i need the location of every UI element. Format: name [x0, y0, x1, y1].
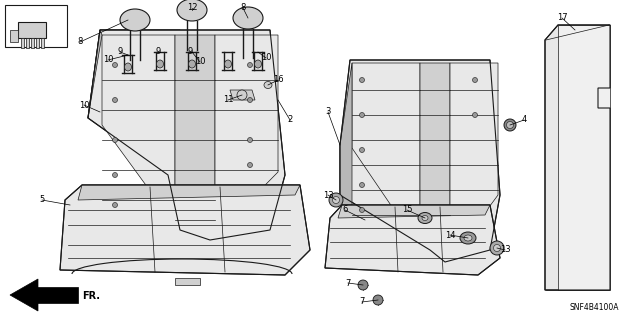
Text: 7: 7	[346, 278, 351, 287]
Ellipse shape	[504, 119, 516, 131]
Polygon shape	[420, 63, 450, 260]
Ellipse shape	[189, 60, 195, 68]
Ellipse shape	[460, 232, 476, 244]
Ellipse shape	[113, 98, 118, 102]
Polygon shape	[41, 38, 44, 48]
Ellipse shape	[358, 280, 368, 290]
Polygon shape	[35, 287, 78, 303]
Ellipse shape	[422, 216, 428, 220]
Ellipse shape	[113, 173, 118, 177]
Ellipse shape	[248, 63, 253, 68]
Polygon shape	[88, 30, 285, 240]
Ellipse shape	[506, 122, 513, 129]
Text: 9: 9	[156, 48, 161, 56]
Polygon shape	[18, 22, 46, 38]
Ellipse shape	[248, 162, 253, 167]
Text: 15: 15	[402, 205, 412, 214]
Polygon shape	[325, 205, 500, 275]
Polygon shape	[175, 35, 215, 236]
Text: 7: 7	[359, 298, 365, 307]
Ellipse shape	[225, 60, 232, 68]
Polygon shape	[31, 38, 34, 48]
Ellipse shape	[472, 78, 477, 83]
Text: 8: 8	[77, 38, 83, 47]
Ellipse shape	[255, 60, 262, 68]
FancyBboxPatch shape	[5, 5, 67, 47]
Polygon shape	[21, 38, 24, 48]
Text: 8: 8	[240, 4, 246, 12]
Ellipse shape	[329, 193, 343, 207]
Ellipse shape	[248, 98, 253, 102]
Polygon shape	[88, 30, 180, 118]
Text: 5: 5	[40, 196, 45, 204]
Ellipse shape	[113, 137, 118, 143]
Text: 10: 10	[79, 100, 89, 109]
Text: 4: 4	[522, 115, 527, 124]
Ellipse shape	[360, 78, 365, 83]
Polygon shape	[102, 35, 175, 225]
Polygon shape	[88, 30, 102, 118]
Polygon shape	[60, 185, 310, 275]
Text: 16: 16	[273, 76, 284, 85]
Polygon shape	[78, 185, 300, 200]
Ellipse shape	[113, 63, 118, 68]
Text: 9: 9	[117, 48, 123, 56]
Polygon shape	[338, 205, 490, 218]
Polygon shape	[352, 63, 420, 248]
Polygon shape	[230, 90, 255, 100]
Polygon shape	[26, 38, 29, 48]
Text: 1: 1	[8, 10, 13, 19]
Ellipse shape	[120, 9, 150, 31]
Polygon shape	[10, 279, 38, 311]
Polygon shape	[215, 35, 278, 236]
Polygon shape	[340, 60, 500, 262]
Text: SNF4B4100A: SNF4B4100A	[570, 303, 620, 313]
Text: 9: 9	[188, 48, 193, 56]
Text: 3: 3	[325, 108, 331, 116]
Polygon shape	[10, 30, 18, 42]
Ellipse shape	[248, 137, 253, 143]
Ellipse shape	[360, 113, 365, 117]
Text: 14: 14	[445, 231, 455, 240]
Text: 12: 12	[187, 4, 197, 12]
Ellipse shape	[472, 113, 477, 117]
Text: 11: 11	[223, 95, 233, 105]
Ellipse shape	[157, 60, 163, 68]
Text: 13: 13	[323, 190, 333, 199]
Text: 10: 10	[195, 57, 205, 66]
Polygon shape	[545, 25, 610, 290]
Ellipse shape	[360, 182, 365, 188]
Ellipse shape	[177, 0, 207, 21]
Polygon shape	[450, 63, 498, 260]
Ellipse shape	[333, 197, 339, 204]
Ellipse shape	[113, 203, 118, 207]
Ellipse shape	[237, 90, 247, 100]
Text: 6: 6	[342, 205, 348, 214]
Polygon shape	[36, 38, 39, 48]
Text: FR.: FR.	[82, 291, 100, 301]
Text: 13: 13	[500, 246, 510, 255]
Text: 1: 1	[8, 8, 13, 17]
Polygon shape	[558, 25, 610, 290]
Ellipse shape	[233, 7, 263, 29]
Ellipse shape	[360, 147, 365, 152]
Ellipse shape	[360, 207, 365, 212]
Ellipse shape	[264, 81, 272, 88]
Polygon shape	[340, 63, 352, 248]
Ellipse shape	[464, 235, 472, 241]
Ellipse shape	[418, 212, 432, 224]
Text: 17: 17	[557, 13, 567, 23]
Text: 2: 2	[287, 115, 292, 124]
Ellipse shape	[373, 295, 383, 305]
Text: 10: 10	[260, 54, 271, 63]
Ellipse shape	[490, 241, 504, 255]
Polygon shape	[175, 278, 200, 285]
Ellipse shape	[125, 63, 131, 71]
Ellipse shape	[493, 244, 500, 251]
Text: 10: 10	[103, 56, 113, 64]
